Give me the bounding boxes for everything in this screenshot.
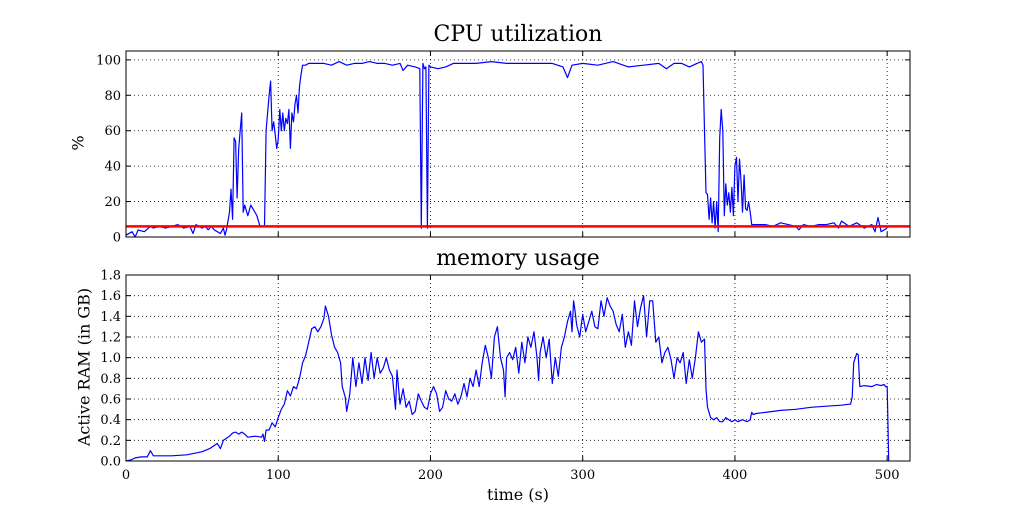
memory-y-tick-label: 0.2: [100, 434, 121, 449]
cpu-y-tick-label: 80: [104, 89, 121, 104]
memory-x-tick-label: 100: [266, 468, 291, 483]
cpu-plot-frame: [125, 50, 911, 238]
memory-x-tick-label: 0: [122, 468, 130, 483]
cpu-y-tick-label: 40: [104, 160, 121, 175]
cpu-y-tick-label: 20: [104, 195, 121, 210]
memory-chart-title: memory usage: [436, 246, 600, 271]
memory-y-tick-label: 0.4: [100, 413, 121, 428]
memory-x-tick-label: 500: [875, 468, 900, 483]
cpu-y-axis-label: %: [68, 135, 88, 151]
cpu-series-line: [125, 61, 888, 238]
memory-x-tick-label: 300: [570, 468, 595, 483]
memory-y-tick-label: 0.0: [100, 455, 121, 470]
cpu-y-tick-label: 100: [96, 53, 121, 68]
memory-plot-frame: [125, 274, 911, 462]
memory-x-tick-label: 400: [723, 468, 748, 483]
memory-y-tick-label: 1.4: [100, 310, 121, 325]
cpu-y-tick-label: 60: [104, 124, 121, 139]
memory-y-axis-label: Active RAM (in GB): [74, 287, 94, 447]
memory-x-tick-label: 200: [418, 468, 443, 483]
cpu-chart-title: CPU utilization: [433, 22, 603, 47]
memory-y-tick-label: 1.2: [100, 331, 121, 346]
memory-series-line: [125, 295, 890, 462]
memory-y-tick-label: 1.8: [100, 269, 121, 284]
memory-y-tick-label: 1.0: [100, 351, 121, 366]
memory-y-tick-label: 0.6: [100, 393, 121, 408]
cpu-y-tick-label: 0: [113, 231, 121, 246]
cpu-chart: 0 20 40 60 80 100: [96, 50, 911, 246]
memory-y-tick-label: 1.6: [100, 289, 121, 304]
memory-chart: 0 100 200 300 400 500 0.0 0.2 0.4 0.6 0.8 1.0 1.2 1.4…: [100, 269, 911, 483]
x-axis-label: time (s): [487, 485, 549, 504]
memory-y-tick-label: 0.8: [100, 372, 121, 387]
